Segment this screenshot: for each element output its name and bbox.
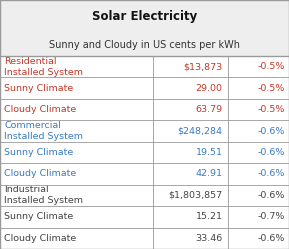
Bar xyxy=(0,142,289,163)
Text: Sunny and Cloudy in US cents per kWh: Sunny and Cloudy in US cents per kWh xyxy=(49,40,240,50)
Bar xyxy=(0,206,289,228)
Text: -0.6%: -0.6% xyxy=(257,148,285,157)
Text: Sunny Climate: Sunny Climate xyxy=(4,84,74,93)
Text: Cloudy Climate: Cloudy Climate xyxy=(4,170,77,179)
Text: -0.6%: -0.6% xyxy=(257,126,285,135)
Bar xyxy=(0,77,289,99)
Bar xyxy=(0,185,289,206)
Text: -0.5%: -0.5% xyxy=(257,62,285,71)
Text: $1,803,857: $1,803,857 xyxy=(168,191,223,200)
Bar xyxy=(0,56,289,77)
Bar xyxy=(0,228,289,249)
Text: 33.46: 33.46 xyxy=(195,234,223,243)
Text: -0.7%: -0.7% xyxy=(257,212,285,221)
Text: 29.00: 29.00 xyxy=(196,84,223,93)
Text: 42.91: 42.91 xyxy=(196,170,223,179)
Text: -0.5%: -0.5% xyxy=(257,105,285,114)
Text: -0.6%: -0.6% xyxy=(257,191,285,200)
Text: 63.79: 63.79 xyxy=(195,105,223,114)
Text: Sunny Climate: Sunny Climate xyxy=(4,212,74,221)
Text: Industrial
Installed System: Industrial Installed System xyxy=(4,185,83,205)
Bar xyxy=(0,120,289,142)
Bar xyxy=(0,163,289,185)
Text: Cloudy Climate: Cloudy Climate xyxy=(4,234,77,243)
Bar xyxy=(0,99,289,120)
Text: Sunny Climate: Sunny Climate xyxy=(4,148,74,157)
Bar xyxy=(0,0,289,56)
Text: Residential
Installed System: Residential Installed System xyxy=(4,57,83,77)
Text: 19.51: 19.51 xyxy=(196,148,223,157)
Text: 15.21: 15.21 xyxy=(196,212,223,221)
Text: -0.6%: -0.6% xyxy=(257,170,285,179)
Text: -0.6%: -0.6% xyxy=(257,234,285,243)
Text: -0.5%: -0.5% xyxy=(257,84,285,93)
Text: Cloudy Climate: Cloudy Climate xyxy=(4,105,77,114)
Text: Solar Electricity: Solar Electricity xyxy=(92,10,197,23)
Text: $13,873: $13,873 xyxy=(183,62,223,71)
Text: $248,284: $248,284 xyxy=(177,126,223,135)
Text: Commercial
Installed System: Commercial Installed System xyxy=(4,121,83,141)
